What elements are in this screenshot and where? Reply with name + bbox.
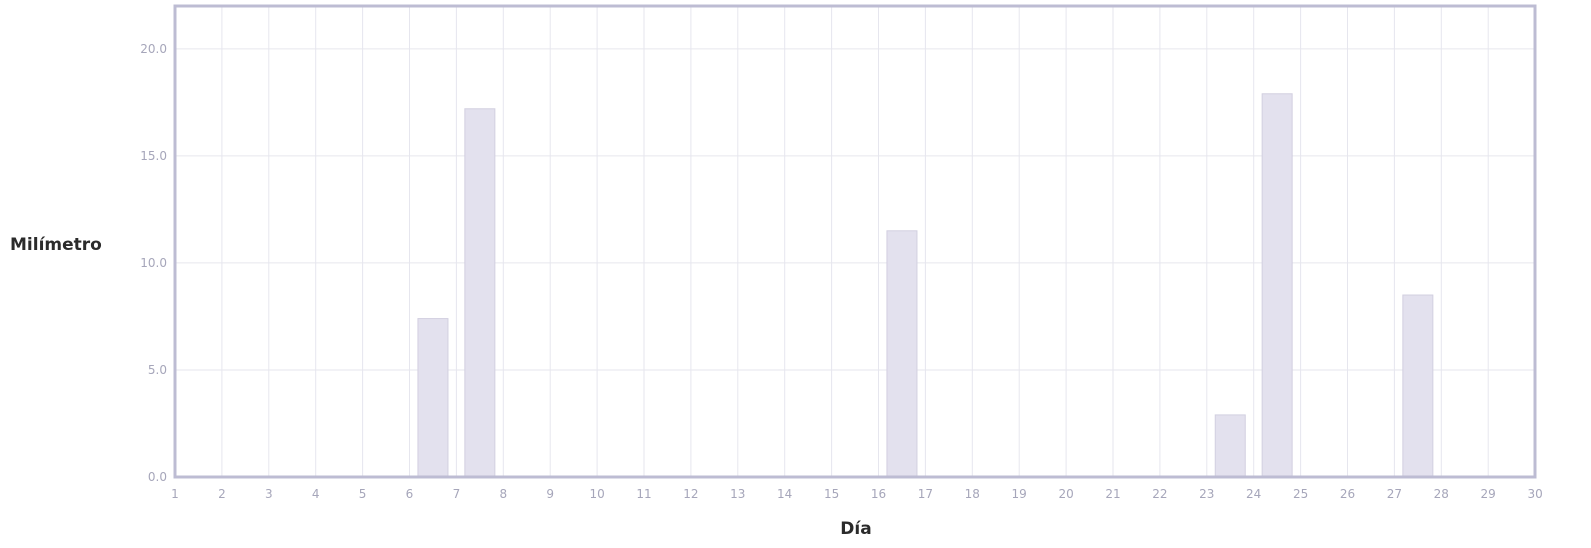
bar-day-24 — [1261, 93, 1293, 478]
x-tick-label: 15 — [824, 487, 839, 501]
x-tick-label: 1 — [171, 487, 179, 501]
x-tick-label: 18 — [965, 487, 980, 501]
x-tick-label: 29 — [1481, 487, 1496, 501]
x-tick-label: 8 — [499, 487, 507, 501]
x-tick-label: 25 — [1293, 487, 1308, 501]
x-tick-label: 19 — [1012, 487, 1027, 501]
x-tick-label: 20 — [1058, 487, 1073, 501]
y-tick-label: 5.0 — [148, 363, 167, 377]
x-tick-label: 16 — [871, 487, 886, 501]
grid-lines — [174, 6, 1536, 478]
x-tick-label: 27 — [1387, 487, 1402, 501]
x-tick-label: 9 — [546, 487, 554, 501]
bar-day-27 — [1402, 294, 1434, 478]
x-tick-label: 24 — [1246, 487, 1261, 501]
bars-group — [417, 93, 1434, 478]
bar-day-23 — [1214, 414, 1246, 478]
y-tick-label: 0.0 — [148, 470, 167, 484]
x-tick-label: 11 — [636, 487, 651, 501]
x-tick-label: 21 — [1105, 487, 1120, 501]
x-tick-label: 12 — [683, 487, 698, 501]
x-tick-label: 23 — [1199, 487, 1214, 501]
x-tick-label: 2 — [218, 487, 226, 501]
plot-frame — [173, 4, 1537, 479]
x-tick-label: 5 — [359, 487, 367, 501]
y-tick-label: 20.0 — [140, 42, 167, 56]
y-tick-label: 10.0 — [140, 256, 167, 270]
bar-day-7 — [464, 108, 496, 478]
bar-day-6 — [417, 318, 449, 478]
y-tick-label: 15.0 — [140, 149, 167, 163]
x-tick-label: 14 — [777, 487, 792, 501]
y-tick-labels: 0.0 5.0 10.0 15.0 20.0 — [140, 42, 167, 484]
x-tick-label: 10 — [589, 487, 604, 501]
x-tick-label: 7 — [453, 487, 461, 501]
x-tick-label: 30 — [1527, 487, 1542, 501]
x-tick-label: 13 — [730, 487, 745, 501]
x-tick-labels: 1 2 3 4 5 6 7 8 9 10 11 12 13 14 15 16 17 18 19 20 21 22 23 24 2… — [171, 487, 1543, 501]
x-tick-label: 3 — [265, 487, 273, 501]
x-tick-label: 17 — [918, 487, 933, 501]
plot-background — [175, 6, 1535, 477]
x-tick-label: 6 — [406, 487, 414, 501]
x-tick-label: 28 — [1434, 487, 1449, 501]
bar-day-16 — [886, 230, 918, 478]
x-tick-label: 26 — [1340, 487, 1355, 501]
y-axis-title: Milímetro — [10, 235, 102, 255]
x-tick-label: 22 — [1152, 487, 1167, 501]
x-axis-title: Día — [840, 519, 871, 539]
x-tick-label: 4 — [312, 487, 320, 501]
